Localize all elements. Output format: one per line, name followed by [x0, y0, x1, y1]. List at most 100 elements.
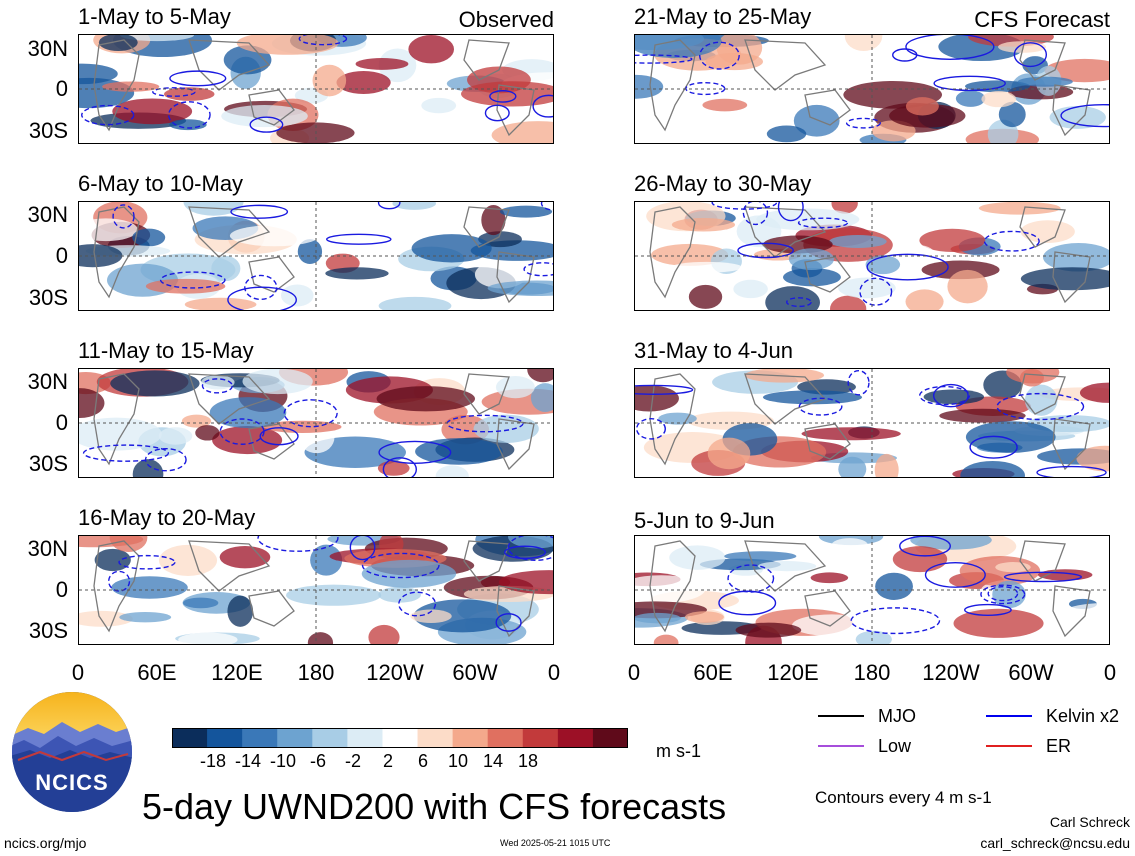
kelvin-contour [699, 41, 740, 70]
coastline [188, 540, 271, 592]
anomaly-shading [481, 204, 506, 236]
anomaly-shading [910, 536, 992, 550]
kelvin-contour [326, 233, 392, 245]
colorbar-border [172, 728, 628, 748]
coastline [496, 251, 535, 304]
anomaly-shading [411, 234, 492, 263]
anomaly-shading [830, 295, 867, 310]
anomaly-shading [965, 421, 1056, 453]
anomaly-shading [1049, 105, 1106, 129]
kelvin-contour [859, 277, 893, 306]
kelvin-contour [532, 94, 553, 118]
anomaly-shading [801, 427, 901, 441]
anomaly-shading [998, 41, 1047, 53]
anomaly-shading [209, 397, 287, 429]
kelvin-contour [777, 202, 804, 222]
panel-tag-observed: Observed [458, 7, 554, 32]
anomaly-shading [635, 35, 722, 58]
anomaly-shading [919, 228, 986, 253]
kelvin-contour [899, 536, 951, 557]
anomaly-shading [392, 202, 437, 210]
kelvin-contour [249, 116, 284, 133]
coastline [1052, 418, 1091, 471]
kelvin-contour [484, 104, 510, 122]
lat-label-30s: 30S [28, 618, 68, 643]
panel-title-left-4: 16-May to 20-May [78, 505, 256, 530]
colorbar-swatch [487, 728, 524, 748]
anomaly-shading [242, 369, 313, 395]
coastline [463, 39, 510, 81]
anomaly-shading [415, 438, 503, 465]
kelvin-contour [398, 591, 437, 617]
kelvin-contour [933, 75, 1006, 92]
anomaly-shading [658, 412, 697, 425]
anomaly-shading [132, 228, 166, 247]
anomaly-shading [635, 575, 706, 603]
kelvin-contour [112, 204, 135, 229]
kelvin-contour [905, 35, 995, 60]
coastline [649, 373, 696, 466]
legend-line-mjo [818, 715, 864, 717]
coastline [463, 206, 510, 248]
anomaly-shading [164, 87, 215, 101]
anomaly-shading [495, 375, 535, 399]
kelvin-contour [523, 262, 553, 277]
colorbar-tick-label: 6 [417, 751, 428, 771]
anomaly-shading [378, 296, 452, 310]
anomaly-shading [378, 586, 422, 603]
footer-email: carl_schreck@ncsu.edu [980, 835, 1130, 851]
anomaly-shading [229, 225, 320, 247]
anomaly-shading [838, 277, 896, 299]
map-field [635, 536, 1109, 644]
anomaly-shading [874, 453, 899, 477]
colorbar-tick-label: -6 [309, 751, 326, 771]
lat-label-30n: 30N [27, 536, 68, 561]
anomaly-shading [688, 284, 723, 309]
anomaly-shading [307, 632, 334, 644]
anomaly-shading [810, 572, 849, 584]
lon-label: 0 [547, 660, 561, 685]
anomaly-shading [635, 385, 679, 412]
kelvin-contour [932, 383, 969, 408]
kelvin-contour [361, 552, 440, 579]
anomaly-shading [219, 546, 271, 569]
map-panel [634, 34, 1110, 144]
kelvin-contour [118, 554, 176, 570]
anomaly-shading [995, 562, 1031, 573]
kelvin-contour [152, 87, 196, 97]
anomaly-shading [236, 35, 339, 55]
anomaly-shading [981, 90, 1017, 108]
legend-line-low [818, 745, 864, 747]
coastline [1019, 206, 1066, 248]
anomaly-shading [361, 559, 457, 588]
anomaly-shading [762, 390, 863, 405]
lon-label: 180 [853, 660, 891, 685]
legend-line-er [986, 745, 1032, 747]
kelvin-contour [847, 369, 870, 396]
colorbar-swatch [522, 728, 559, 748]
anomaly-shading [94, 548, 131, 572]
anomaly-shading [181, 414, 212, 428]
kelvin-contour [980, 584, 1026, 605]
coastline [188, 373, 271, 425]
colorbar-swatch [452, 728, 489, 748]
kelvin-contour [919, 385, 971, 406]
ncics-logo: NCICS [12, 692, 132, 812]
kelvin-contour [742, 202, 769, 226]
anomaly-shading [158, 427, 193, 445]
anomaly-shading [960, 460, 1025, 477]
kelvin-contour [257, 536, 339, 552]
kelvin-contour [489, 90, 517, 103]
anomaly-shading [227, 595, 254, 627]
coastline [744, 540, 827, 592]
kelvin-contour [504, 545, 547, 560]
anomaly-shading [178, 632, 238, 644]
anomaly-shading [79, 417, 162, 451]
anomaly-shading [119, 611, 172, 623]
map-panel [78, 34, 554, 144]
lat-label-30n: 30N [27, 202, 68, 227]
colorbar-swatch [207, 728, 243, 748]
logo-text: NCICS [35, 770, 108, 795]
anomaly-shading [955, 90, 986, 107]
anomaly-shading [653, 634, 679, 644]
